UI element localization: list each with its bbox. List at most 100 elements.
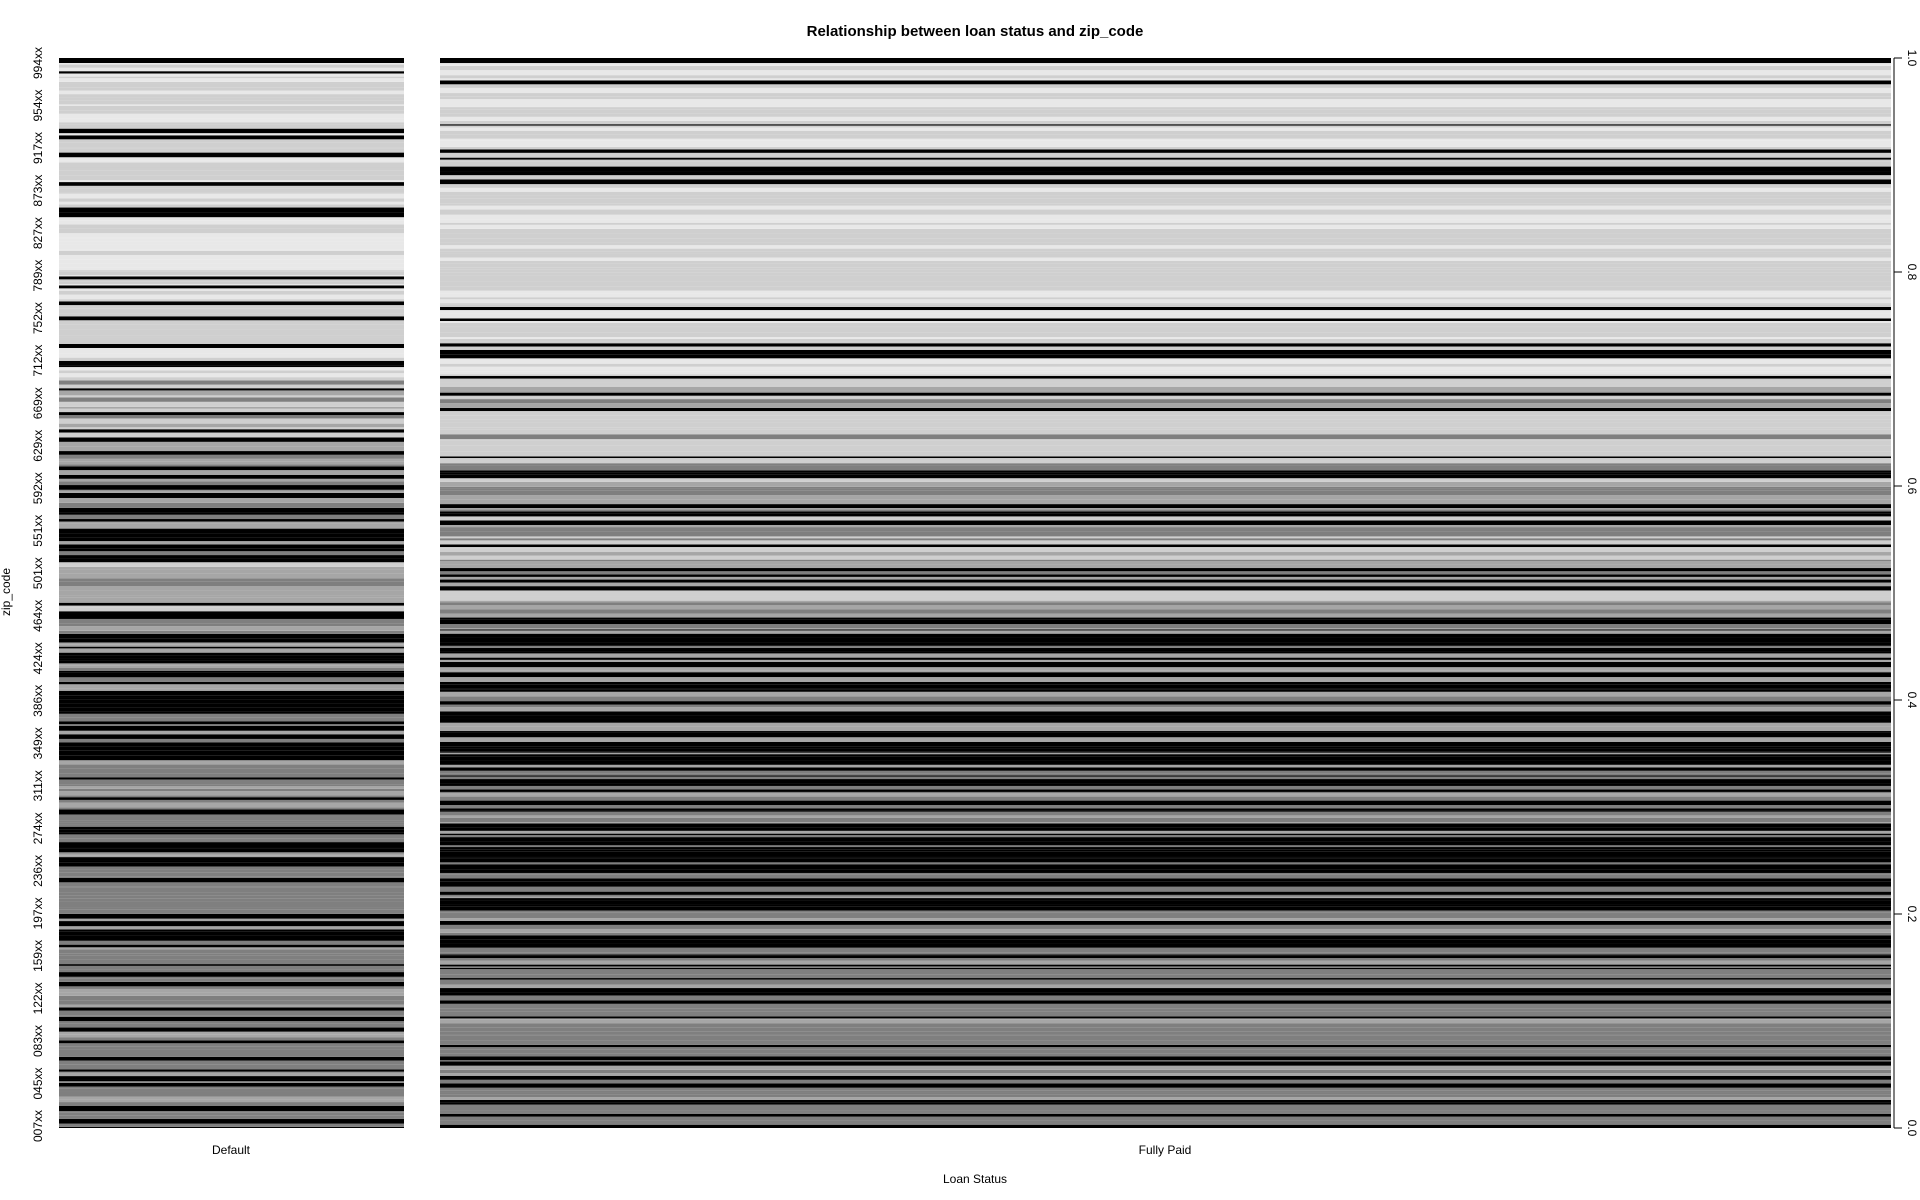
fully-paid-stripe — [440, 805, 1891, 809]
default-stripe — [59, 972, 404, 977]
fully-paid-stripe — [440, 313, 1891, 319]
fully-paid-stripe — [440, 808, 1891, 811]
default-stripe — [59, 76, 404, 79]
default-stripe — [59, 523, 404, 529]
default-stripe — [59, 760, 404, 765]
fully-paid-stripe — [440, 75, 1891, 79]
default-stripe — [59, 1034, 404, 1038]
default-stripe — [59, 384, 404, 389]
fully-paid-stripe — [440, 304, 1891, 307]
default-stripe — [59, 838, 404, 842]
default-stripe — [59, 377, 404, 381]
fully-paid-stripe — [440, 96, 1891, 100]
fully-paid-stripe — [440, 564, 1891, 569]
fully-paid-stripe — [440, 527, 1891, 532]
default-stripe — [59, 335, 404, 338]
default-stripe — [59, 816, 404, 821]
default-stripe — [59, 623, 404, 627]
default-stripe — [59, 959, 404, 965]
fully-paid-stripe — [440, 657, 1891, 660]
fully-paid-stripe — [440, 144, 1891, 147]
zip-tick-label: 083xx — [31, 1025, 45, 1057]
default-stripe — [59, 1112, 404, 1116]
fully-paid-stripe — [440, 722, 1891, 727]
default-stripe — [59, 1027, 404, 1032]
fully-paid-stripe — [440, 1000, 1891, 1004]
fully-paid-stripe — [440, 992, 1891, 996]
right-axis-tick-label: 0.0 — [1905, 1120, 1919, 1137]
fully-paid-stripe — [440, 286, 1891, 291]
default-stripe — [59, 1096, 404, 1100]
default-stripe — [59, 320, 404, 325]
fully-paid-stripe — [440, 538, 1891, 541]
zip-tick-label: 994xx — [31, 47, 45, 79]
fully-paid-stripe — [440, 742, 1891, 747]
default-stripe — [59, 832, 404, 835]
fully-paid-stripe — [440, 969, 1891, 975]
fully-paid-stripe — [440, 267, 1891, 270]
fully-paid-stripe — [440, 1090, 1891, 1093]
default-stripe — [59, 466, 404, 471]
default-stripe — [59, 446, 404, 452]
fully-paid-stripe — [440, 822, 1891, 824]
fully-paid-stripe — [440, 134, 1891, 139]
fully-paid-stripe — [440, 242, 1891, 246]
fully-paid-stripe — [440, 321, 1891, 323]
default-stripe — [59, 537, 404, 542]
fully-paid-stripe — [440, 159, 1891, 162]
fully-paid-stripe — [440, 600, 1891, 603]
default-stripe — [59, 1076, 404, 1080]
fully-paid-stripe — [440, 478, 1891, 482]
default-stripe — [59, 940, 404, 945]
fully-paid-stripe — [440, 486, 1891, 489]
fully-paid-stripe — [440, 637, 1891, 643]
fully-paid-stripe — [440, 349, 1891, 355]
default-stripe — [59, 611, 404, 614]
default-top-cap — [59, 58, 404, 63]
fully-paid-stripe — [440, 845, 1891, 848]
default-stripe — [59, 1099, 404, 1103]
fully-paid-stripe — [440, 711, 1891, 716]
default-stripe — [59, 83, 404, 88]
default-stripe — [59, 655, 404, 659]
fully-paid-stripe — [440, 886, 1891, 892]
fully-paid-stripe — [440, 1016, 1891, 1019]
fully-paid-stripe — [440, 103, 1891, 107]
default-stripe — [59, 220, 404, 225]
fully-paid-stripe — [440, 1018, 1891, 1020]
fully-paid-stripe — [440, 1075, 1891, 1080]
fully-paid-stripe — [440, 1083, 1891, 1088]
fully-paid-stripe — [440, 647, 1891, 652]
default-stripe — [59, 279, 404, 282]
fully-paid-stripe — [440, 209, 1891, 215]
fully-paid-stripe — [440, 116, 1891, 121]
fully-paid-stripe — [440, 253, 1891, 258]
default-stripe — [59, 976, 404, 979]
fully-paid-stripe — [440, 633, 1891, 638]
default-stripe — [59, 860, 404, 863]
default-stripe — [59, 630, 404, 634]
default-stripe — [59, 829, 404, 833]
fully-paid-stripe — [440, 767, 1891, 771]
default-stripe — [59, 734, 404, 739]
default-stripe — [59, 192, 404, 194]
fully-paid-stripe — [440, 346, 1891, 350]
zip-tick-label: 669xx — [31, 387, 45, 419]
fully-paid-stripe — [440, 374, 1891, 376]
fully-paid-stripe — [440, 1116, 1891, 1121]
default-stripe — [59, 988, 404, 993]
default-stripe — [59, 224, 404, 229]
fully-paid-stripe — [440, 318, 1891, 321]
fully-paid-stripe — [440, 198, 1891, 204]
fully-paid-stripe — [440, 407, 1891, 412]
zip-tick-label: 629xx — [31, 430, 45, 462]
zip-tick-label: 551xx — [31, 515, 45, 547]
default-stripe — [59, 365, 404, 368]
fully-paid-stripe — [440, 582, 1891, 587]
fully-paid-stripe — [440, 811, 1891, 816]
default-stripe — [59, 347, 404, 354]
default-stripe — [59, 283, 404, 286]
fully-paid-stripe — [440, 864, 1891, 870]
default-stripe — [59, 490, 404, 493]
fully-paid-stripe — [440, 817, 1891, 823]
